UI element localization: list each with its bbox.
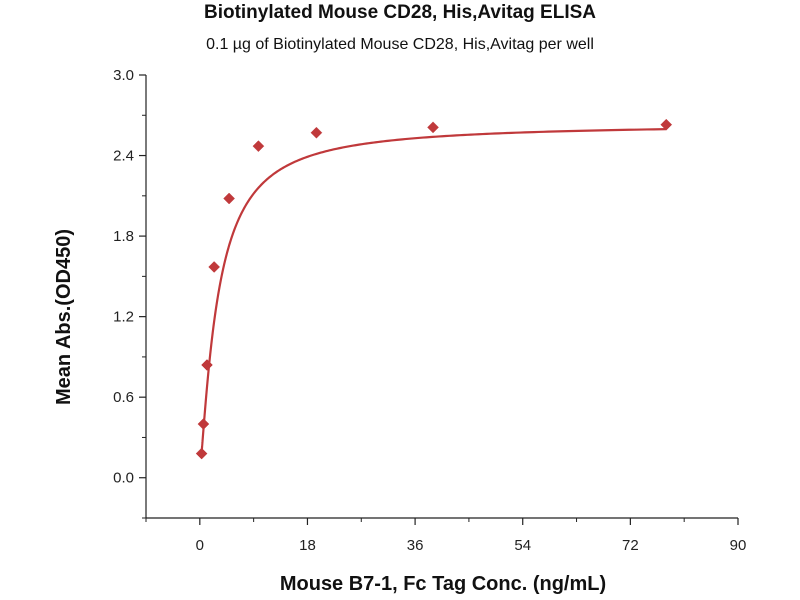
x-tick-label: 90 <box>730 537 747 554</box>
fit-curve-layer <box>200 128 667 453</box>
y-tick-label: 3.0 <box>113 67 134 84</box>
data-point-diamond <box>197 418 210 430</box>
y-axis-title: Mean Abs.(OD450) <box>53 229 75 405</box>
data-point-diamond <box>660 118 673 131</box>
x-axis-title: Mouse B7-1, Fc Tag Conc. (ng/mL) <box>280 573 606 595</box>
x-tick-label: 54 <box>514 537 531 554</box>
data-point-diamond <box>201 359 213 371</box>
data-point-diamond <box>195 447 208 460</box>
x-tick-label: 36 <box>407 537 424 554</box>
y-tick-label: 1.8 <box>113 228 134 245</box>
x-tick-label: 0 <box>196 537 204 554</box>
y-tick-label: 1.2 <box>113 309 134 326</box>
chart-subtitle: 0.1 µg of Biotinylated Mouse CD28, His,A… <box>206 36 594 53</box>
y-tick-label: 0.0 <box>113 470 134 487</box>
axes: 0.0 0.6 1.2 1.8 2.4 3.0 0 18 36 54 72 90 <box>113 67 746 554</box>
data-point-diamond <box>427 121 439 134</box>
data-point-diamond <box>252 140 265 153</box>
y-tick-label: 2.4 <box>113 148 134 165</box>
y-tick-label: 0.6 <box>113 389 134 406</box>
fit-curve <box>200 128 667 453</box>
chart-title: Biotinylated Mouse CD28, His,Avitag ELIS… <box>203 2 597 23</box>
x-tick-label: 72 <box>622 537 639 554</box>
x-tick-label: 18 <box>299 537 316 554</box>
data-point-diamond <box>223 192 235 205</box>
data-points-layer <box>195 118 673 460</box>
data-point-diamond <box>310 126 323 139</box>
data-point-diamond <box>208 261 221 273</box>
